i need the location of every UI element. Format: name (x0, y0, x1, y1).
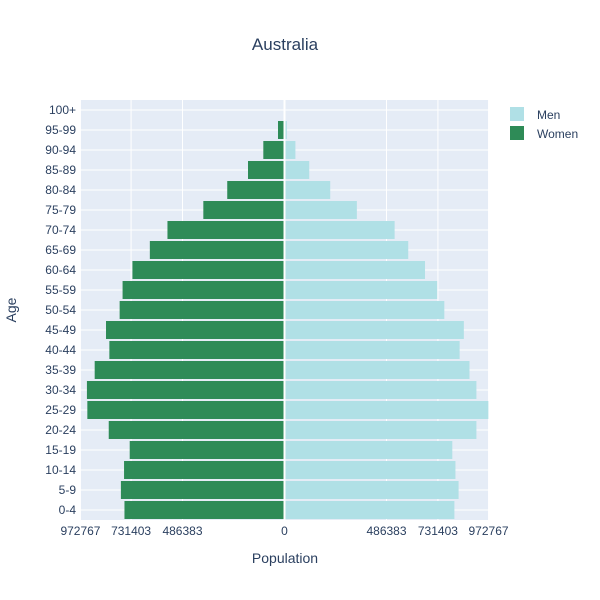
bar-men-80-84[interactable] (284, 181, 331, 199)
bar-men-40-44[interactable] (284, 341, 460, 359)
y-tick-label: 15-19 (45, 443, 76, 457)
bar-men-65-69[interactable] (284, 241, 409, 259)
bar-men-95-99[interactable] (284, 121, 287, 139)
bar-women-20-24[interactable] (108, 421, 285, 439)
legend-label-women: Women (537, 127, 578, 141)
bar-women-80-84[interactable] (227, 181, 285, 199)
bar-women-40-44[interactable] (109, 341, 285, 359)
y-tick-label: 5-9 (59, 483, 77, 497)
x-tick-label: 972767 (60, 524, 100, 538)
bar-women-90-94[interactable] (263, 141, 285, 159)
bar-women-75-79[interactable] (203, 201, 285, 219)
x-axis-title: Population (252, 550, 318, 566)
bar-men-15-19[interactable] (284, 441, 453, 459)
bar-women-30-34[interactable] (86, 381, 285, 399)
y-tick-label: 0-4 (59, 503, 77, 517)
bar-men-20-24[interactable] (284, 421, 477, 439)
bar-men-70-74[interactable] (284, 221, 395, 239)
bar-women-45-49[interactable] (106, 321, 285, 339)
y-tick-label: 65-69 (45, 243, 76, 257)
y-tick-label: 80-84 (45, 183, 76, 197)
bar-men-85-89[interactable] (284, 161, 310, 179)
y-tick-label: 20-24 (45, 423, 76, 437)
bar-men-35-39[interactable] (284, 361, 470, 379)
bar-women-70-74[interactable] (167, 221, 285, 239)
bar-men-50-54[interactable] (284, 301, 445, 319)
bar-women-50-54[interactable] (119, 301, 285, 319)
bar-men-45-49[interactable] (284, 321, 464, 339)
y-tick-label: 35-39 (45, 363, 76, 377)
x-tick-label: 486383 (366, 524, 406, 538)
x-axis-ticks: 972767 731403 486383 0 486383 731403 972767 (60, 524, 508, 538)
y-tick-label: 25-29 (45, 403, 76, 417)
bar-women-25-29[interactable] (87, 401, 285, 419)
y-tick-label: 60-64 (45, 263, 76, 277)
chart-title: Australia (252, 35, 319, 54)
legend-item-men[interactable]: Men (510, 107, 560, 122)
y-tick-label: 85-89 (45, 163, 76, 177)
y-tick-label: 45-49 (45, 323, 76, 337)
y-tick-label: 40-44 (45, 343, 76, 357)
y-tick-label: 70-74 (45, 223, 76, 237)
y-tick-label: 95-99 (45, 123, 76, 137)
y-tick-label: 30-34 (45, 383, 76, 397)
bar-men-75-79[interactable] (284, 201, 357, 219)
bar-women-5-9[interactable] (120, 481, 285, 499)
bar-women-95-99[interactable] (277, 121, 285, 139)
bar-women-60-64[interactable] (132, 261, 285, 279)
bar-men-5-9[interactable] (284, 481, 459, 499)
legend-label-men: Men (537, 108, 560, 122)
legend-item-women[interactable]: Women (510, 126, 578, 141)
legend-swatch-men (510, 107, 524, 121)
bar-women-55-59[interactable] (122, 281, 285, 299)
y-tick-label: 55-59 (45, 283, 76, 297)
bar-men-60-64[interactable] (284, 261, 426, 279)
y-axis-title: Age (3, 297, 19, 322)
legend-swatch-women (510, 126, 524, 140)
bar-women-35-39[interactable] (94, 361, 285, 379)
y-tick-label: 75-79 (45, 203, 76, 217)
x-tick-label: 731403 (418, 524, 458, 538)
bar-men-25-29[interactable] (284, 401, 489, 419)
legend: Men Women (510, 107, 578, 141)
bar-women-85-89[interactable] (248, 161, 285, 179)
bars (86, 101, 489, 519)
bar-women-15-19[interactable] (129, 441, 285, 459)
bar-men-30-34[interactable] (284, 381, 477, 399)
y-tick-label: 10-14 (45, 463, 76, 477)
x-tick-label: 486383 (162, 524, 202, 538)
x-tick-label: 0 (281, 524, 288, 538)
bar-women-0-4[interactable] (124, 501, 285, 519)
y-tick-label: 50-54 (45, 303, 76, 317)
bar-men-55-59[interactable] (284, 281, 438, 299)
bar-men-0-4[interactable] (284, 501, 455, 519)
x-tick-label: 972767 (469, 524, 509, 538)
x-tick-label: 731403 (111, 524, 151, 538)
y-axis-ticks: 0-4 5-9 10-14 15-19 20-24 25-29 30-34 35-39 40-4… (45, 103, 76, 517)
bar-women-10-14[interactable] (124, 461, 285, 479)
bar-men-10-14[interactable] (284, 461, 456, 479)
bar-women-65-69[interactable] (149, 241, 285, 259)
y-tick-label: 90-94 (45, 143, 76, 157)
bar-men-90-94[interactable] (284, 141, 296, 159)
y-tick-label: 100+ (49, 103, 76, 117)
